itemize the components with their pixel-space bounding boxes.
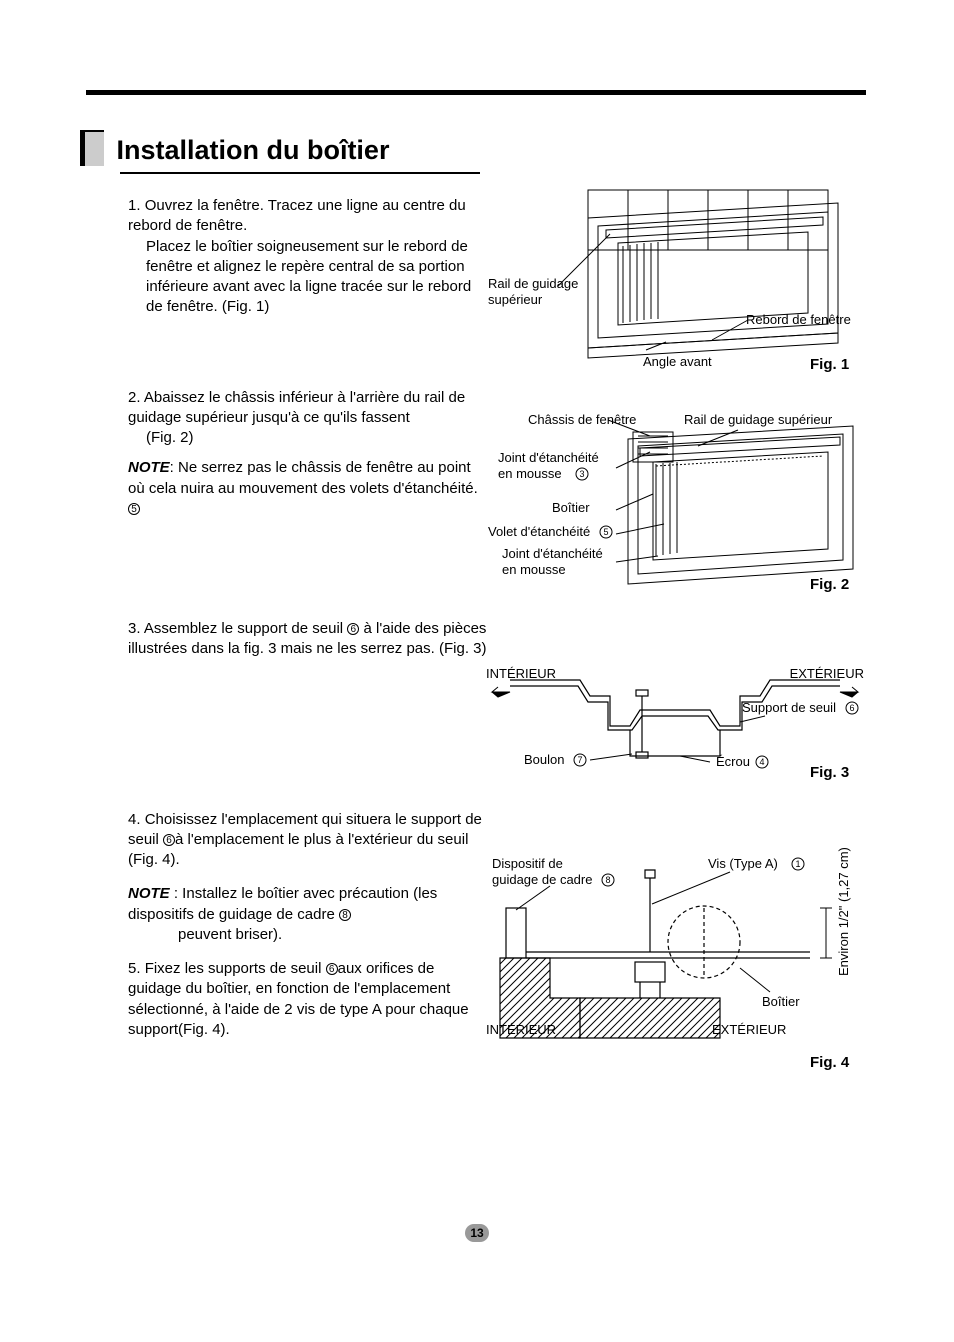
fig3-circ7: 7 [577,755,582,765]
fig4-interieur: INTÉRIEUR [486,1022,556,1037]
fig3-caption: Fig. 3 [810,764,849,781]
step-3-number: 3. [128,620,141,637]
step-2-number: 2. [128,389,141,406]
page-number: 13 [465,1224,489,1242]
fig2-volet-label: Volet d'étanchéité [488,524,590,539]
top-rule [86,90,866,95]
circled-6-icon: 6 [326,963,338,975]
fig2-boitier-label: Boîtier [552,500,590,515]
fig4-vis: Vis (Type A) [708,856,778,871]
fig1-angle-label: Angle avant [643,354,712,369]
fig2-rail-label: Rail de guidage supérieur [684,412,833,427]
fig3-interieur: INTÉRIEUR [486,666,556,681]
fig1-rail-label-a: Rail de guidage [488,276,578,291]
figure-4: Environ 1/2" (1,27 cm) Dispositif de gui… [480,848,870,1048]
fig3-circ6: 6 [849,703,854,713]
heading-ornament [80,130,104,166]
fig1-rebord-label: Rebord de fenêtre [746,312,851,327]
fig3-boulon: Boulon [524,752,564,767]
step-5-number: 5. [128,960,141,977]
fig2-circ5: 5 [603,527,608,537]
step-5: 5. Fixez les supports de seuil 6aux orif… [128,959,488,1040]
step-5-figref: (Fig. 4). [178,1021,230,1038]
fig4-dimension: Environ 1/2" (1,27 cm) [836,848,851,976]
fig2-joint1b: en mousse [498,466,562,481]
fig2-joint2a: Joint d'étanchéité [502,546,603,561]
fig3-circ4: 4 [759,757,764,767]
step-4: 4. Choisissez l'emplacement qui situera … [128,810,488,871]
step-3: 3. Assemblez le support de seuil 6 à l'a… [128,619,488,660]
note-2-text-b: peuvent briser). [178,926,282,943]
fig2-joint2b: en mousse [502,562,566,577]
fig3-ecrou: Écrou [716,754,750,769]
step-3-text-a: Assemblez le support de seuil [144,620,343,637]
step-1-figref: (Fig. 1) [222,298,270,315]
fig4-exterieur: EXTÉRIEUR [712,1022,786,1037]
instruction-column: 1. Ouvrez la fenêtre. Tracez une ligne a… [128,196,488,1050]
fig3-exterieur: EXTÉRIEUR [790,666,864,681]
fig4-caption: Fig. 4 [810,1054,849,1071]
step-2-text-a: Abaissez le châssis inférieur à l'arrièr… [128,389,465,426]
step-4-number: 4. [128,811,141,828]
section-title: Installation du boîtier [116,135,389,166]
step-4-text-b: à l'emplacement le plus à l'extérieur du… [175,831,468,848]
fig2-circ3: 3 [579,469,584,479]
circled-8-icon: 8 [339,909,351,921]
note-1: NOTE: Ne serrez pas le châssis de fenêtr… [128,458,488,519]
fig4-circ1: 1 [795,859,800,869]
step-2: 2. Abaissez le châssis inférieur à l'arr… [128,388,488,449]
figure-2: Châssis de fenêtre Rail de guidage supér… [488,404,868,604]
section-heading: Installation du boîtier [80,130,389,166]
fig4-disp-b: guidage de cadre [492,872,592,887]
fig2-joint1a: Joint d'étanchéité [498,450,599,465]
step-5-text-a: Fixez les supports de seuil [145,960,322,977]
fig1-caption: Fig. 1 [810,356,849,373]
note-1-label: NOTE [128,459,170,476]
fig4-disp-a: Dispositif de [492,856,563,871]
step-4-figref: (Fig. 4). [128,851,180,868]
circled-6-icon: 6 [163,834,175,846]
step-1: 1. Ouvrez la fenêtre. Tracez une ligne a… [128,196,488,318]
fig2-caption: Fig. 2 [810,576,849,593]
note-2-label: NOTE [128,885,170,902]
step-1-text-b: Placez le boîtier soigneusement sur le r… [146,238,471,316]
step-2-figref: (Fig. 2) [146,429,194,446]
circled-6-icon: 6 [347,623,359,635]
heading-underline [120,172,480,174]
fig4-circ8: 8 [605,875,610,885]
step-3-figref: (Fig. 3) [439,640,487,657]
step-1-text-a: Ouvrez la fenêtre. Tracez une ligne au c… [128,197,466,234]
note-2: NOTE : Installez le boîtier avec précaut… [128,884,488,945]
circled-5-icon: 5 [128,503,140,515]
note-1-body: : Ne serrez pas le châssis de fenêtre au… [128,459,478,496]
figure-1: Rail de guidage supérieur Rebord de fenê… [488,188,868,378]
step-1-number: 1. [128,197,141,214]
fig1-rail-label-b: supérieur [488,292,543,307]
fig3-support: Support de seuil [742,700,836,715]
fig4-boitier: Boîtier [762,994,800,1009]
note-2-text-a: : Installez le boîtier avec précaution (… [128,885,437,922]
